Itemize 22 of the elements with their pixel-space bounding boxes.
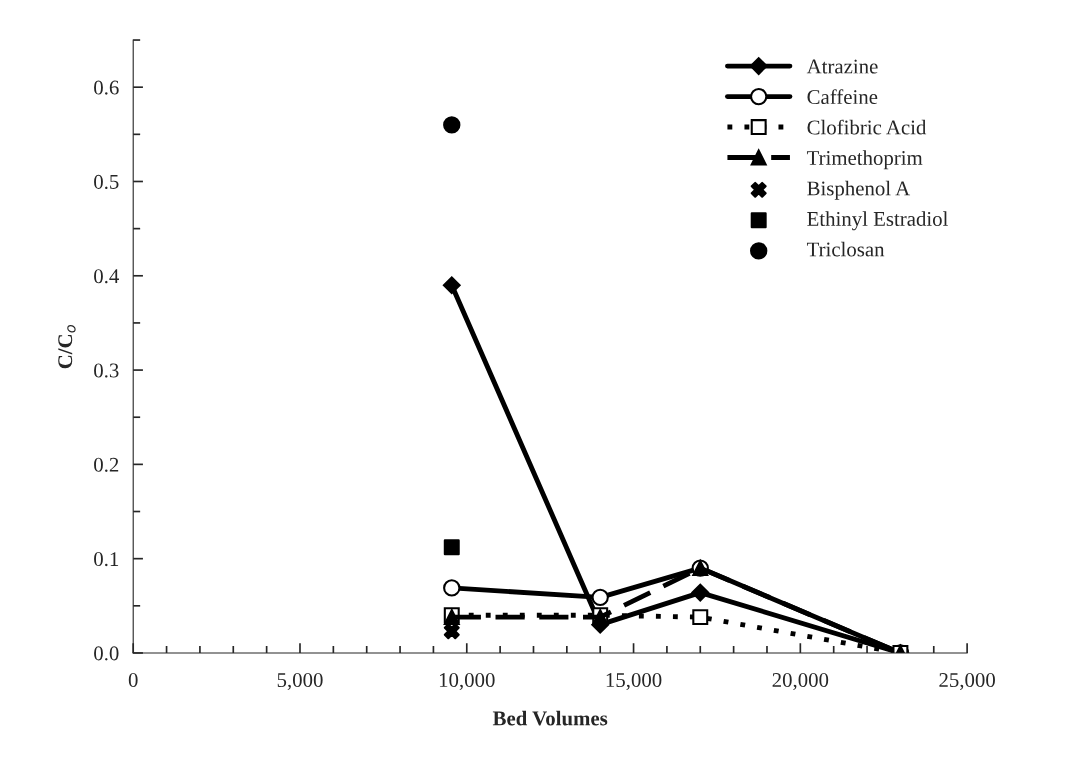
legend-label: Bisphenol A [807,180,911,200]
x-tick-label: 20,000 [772,673,829,691]
x-tick-label: 5,000 [277,673,323,691]
legend-label: Atrazine [806,59,878,74]
y-axis-title: C/C$_{o}$ [58,324,76,369]
legend-label: Ethinyl Estradiol [807,211,948,231]
y-tick-label: 0.1 [94,552,119,567]
legend-label: Triclosan [806,241,885,257]
y-tick-label: 0.0 [94,646,119,661]
y-tick-label: 0.5 [94,174,119,190]
legend-label: Trimethoprim [806,150,923,170]
y-tick-label: 0.6 [94,80,119,95]
y-tick-label: 0.3 [94,363,119,378]
legend-label: Clofibric Acid [807,119,927,135]
y-tick-label: 0.4 [94,269,119,284]
legend-label: Caffeine [807,89,878,105]
x-tick-label: 10,000 [439,673,495,691]
y-tick-label: 0.2 [94,457,119,472]
x-tick-label: 25,000 [939,673,995,691]
x-axis-title: Bed Volumes [492,710,608,726]
x-tick-label: 15,000 [606,673,662,691]
x-tick-label: 0 [128,673,138,688]
